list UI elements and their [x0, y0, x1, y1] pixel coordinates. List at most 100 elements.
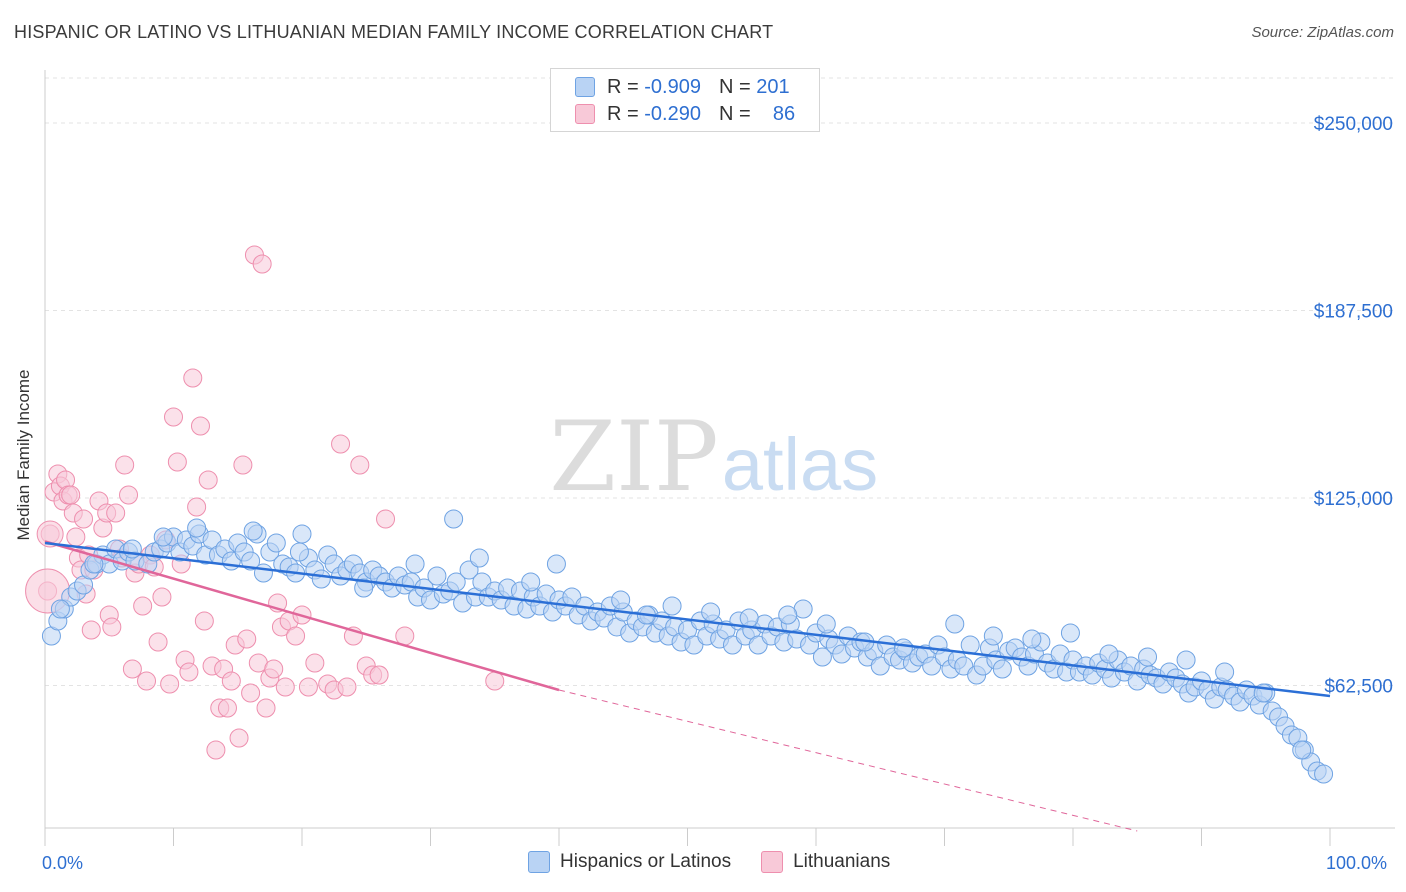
legend-item-hispanics[interactable]: Hispanics or Latinos: [528, 851, 731, 873]
y-tick-label: $187,500: [1314, 302, 1393, 323]
point-lithuanians: [179, 662, 199, 682]
point-lithuanians: [331, 434, 351, 454]
point-lithuanians: [256, 698, 276, 718]
trend-line-lithuanians: [44, 540, 560, 692]
n-label: N =: [718, 75, 751, 98]
legend-item-lithuanians[interactable]: Lithuanians: [761, 851, 890, 873]
point-lithuanians: [137, 671, 157, 691]
point-hispanics: [1215, 662, 1235, 682]
point-hispanics: [253, 563, 273, 583]
r-value: -0.909: [644, 75, 701, 98]
point-hispanics: [992, 659, 1012, 679]
y-tick-label: $62,500: [1324, 677, 1393, 698]
point-hispanics: [444, 509, 464, 529]
x-tick-label-max: 100.0%: [1326, 853, 1388, 873]
x-tick-label-min: 0.0%: [42, 853, 84, 873]
point-lithuanians: [485, 671, 505, 691]
n-value: 201: [756, 75, 790, 98]
point-hispanics: [243, 521, 263, 541]
point-hispanics: [241, 551, 261, 571]
point-lithuanians: [152, 587, 172, 607]
point-lithuanians: [369, 665, 389, 685]
point-lithuanians: [74, 509, 94, 529]
watermark-zip: ZIP: [549, 401, 718, 513]
point-hispanics: [945, 614, 965, 634]
point-lithuanians: [167, 452, 187, 472]
point-lithuanians: [190, 416, 210, 436]
point-lithuanians: [106, 503, 126, 523]
point-lithuanians: [183, 368, 203, 388]
trend-line-lithuanians-extension: [558, 689, 1138, 832]
point-hispanics: [611, 590, 631, 610]
legend-label-hispanics: Hispanics or Latinos: [560, 851, 732, 872]
point-hispanics: [983, 626, 1003, 646]
grid: [45, 77, 1395, 686]
stats-legend: R = -0.909 N = 201 R = -0.290 N = 86: [550, 68, 820, 132]
point-lithuanians: [305, 653, 325, 673]
point-lithuanians: [102, 617, 122, 637]
legend-swatch-blue: [528, 851, 550, 873]
point-hispanics: [662, 596, 682, 616]
stats-row-hispanics: R = -0.909 N = 201: [575, 74, 790, 100]
point-lithuanians: [164, 407, 183, 427]
point-hispanics: [1292, 740, 1312, 760]
point-hispanics: [1138, 647, 1158, 667]
point-lithuanians: [66, 527, 86, 547]
point-hispanics: [427, 566, 447, 586]
trend-lines: [44, 540, 1331, 832]
axes: [44, 70, 1395, 846]
point-lithuanians: [133, 596, 153, 616]
point-hispanics: [701, 602, 721, 622]
point-hispanics: [521, 572, 541, 592]
point-lithuanians: [241, 683, 261, 703]
point-lithuanians: [217, 698, 237, 718]
y-tick-label: $250,000: [1314, 114, 1393, 135]
r-label: R =: [607, 102, 639, 125]
y-tick-label: $125,000: [1314, 489, 1393, 510]
point-lithuanians: [148, 632, 168, 652]
point-lithuanians: [376, 509, 396, 529]
point-lithuanians: [160, 674, 180, 694]
point-hispanics: [187, 518, 207, 538]
legend-swatch-pink: [761, 851, 784, 873]
point-hispanics: [292, 524, 312, 544]
point-hispanics: [739, 608, 759, 628]
point-lithuanians: [61, 485, 81, 505]
r-value: -0.290: [644, 102, 701, 125]
point-lithuanians: [198, 470, 218, 490]
point-hispanics: [311, 569, 331, 589]
point-hispanics: [546, 554, 566, 574]
point-hispanics: [1314, 764, 1334, 784]
trend-line-hispanics: [44, 541, 1331, 698]
n-value: 86: [772, 102, 796, 125]
point-lithuanians: [206, 740, 226, 760]
point-lithuanians: [122, 659, 142, 679]
point-hispanics: [816, 614, 836, 634]
point-hispanics: [778, 605, 798, 625]
y-axis-label: Median Family Income: [14, 369, 33, 541]
point-lithuanians: [286, 626, 306, 646]
point-lithuanians: [252, 254, 272, 274]
point-lithuanians: [221, 671, 241, 691]
point-hispanics: [812, 647, 832, 667]
point-hispanics: [469, 548, 489, 568]
source-note: Source: ZipAtlas.com: [1251, 24, 1394, 41]
point-lithuanians: [119, 485, 139, 505]
y-tick-labels: $62,500 $125,000 $187,500 $250,000: [1314, 114, 1393, 698]
point-hispanics: [405, 554, 425, 574]
series-legend: Hispanics or Latinos Lithuanians: [528, 851, 920, 873]
point-lithuanians: [275, 677, 295, 697]
legend-swatch-blue: [575, 77, 595, 97]
n-label: N =: [718, 102, 751, 125]
point-hispanics: [354, 578, 374, 598]
point-lithuanians: [350, 455, 370, 475]
point-lithuanians: [395, 626, 415, 646]
legend-label-lithuanians: Lithuanians: [793, 851, 891, 872]
series-lithuanians: [25, 245, 505, 760]
r-label: R =: [607, 75, 639, 98]
point-hispanics: [153, 527, 173, 547]
point-lithuanians: [194, 611, 214, 631]
stats-row-lithuanians: R = -0.290 N = 86: [575, 101, 795, 127]
point-lithuanians: [337, 677, 357, 697]
